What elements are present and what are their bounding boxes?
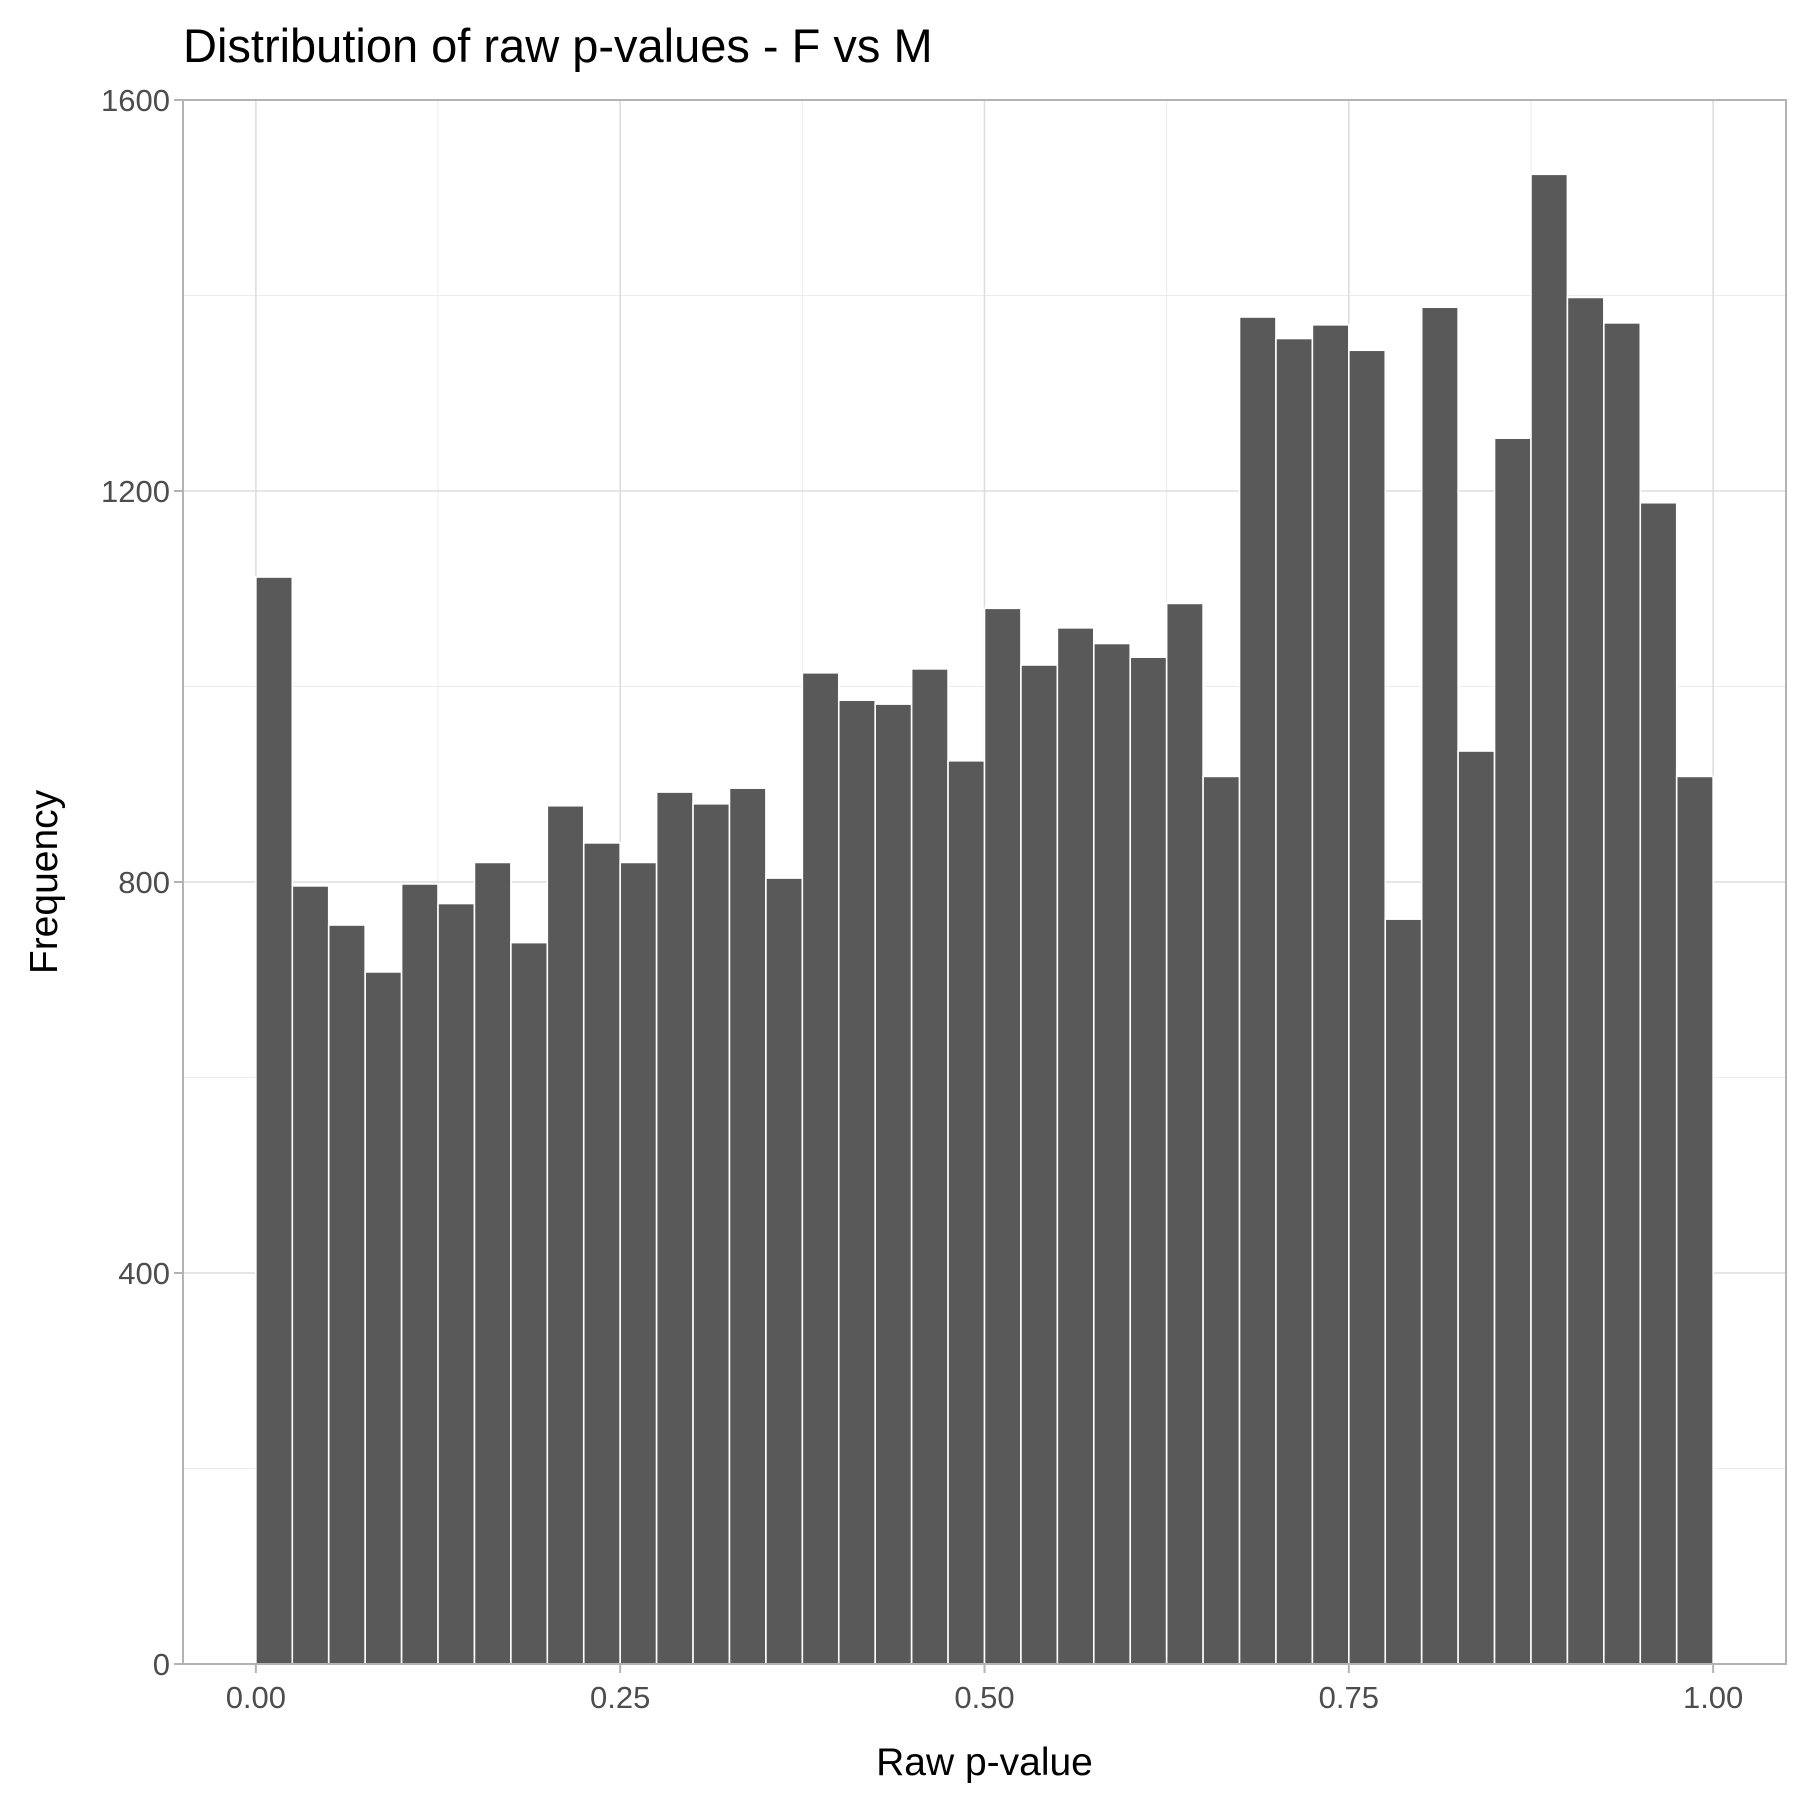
histogram-bar: [1238, 316, 1277, 1665]
histogram-bar: [910, 668, 949, 1665]
histogram-bar: [437, 902, 476, 1665]
y-tick-label: 1200: [101, 474, 170, 509]
histogram-bar: [1420, 306, 1459, 1665]
y-tick-label: 800: [118, 865, 170, 900]
x-tick-label: 0.75: [1319, 1680, 1379, 1715]
axis-ticks: 0 400 800 1200 1600 0.00 0.25 0.50 0.75 1.00: [101, 83, 1743, 1715]
histogram-bar: [400, 883, 439, 1665]
histogram-bar: [1202, 775, 1241, 1665]
y-tick-label: 0: [153, 1647, 170, 1682]
histogram-bar: [327, 924, 366, 1665]
x-axis-title: Raw p-value: [876, 1741, 1093, 1784]
histogram-bar: [1675, 775, 1714, 1665]
x-tick-label: 0.00: [226, 1680, 286, 1715]
histogram-bar: [546, 804, 585, 1665]
histogram-bar: [874, 703, 913, 1665]
histogram-bar: [619, 861, 658, 1665]
x-tick-label: 0.25: [590, 1680, 650, 1715]
histogram-bar: [1165, 602, 1204, 1665]
histogram-bar: [983, 607, 1022, 1665]
histogram-bar: [1639, 501, 1678, 1665]
y-axis-title: Frequency: [23, 789, 66, 974]
histogram-bar: [291, 885, 330, 1665]
histogram-bar: [728, 787, 767, 1665]
chart-title: Distribution of raw p-values - F vs M: [183, 19, 933, 72]
histogram-bar: [1311, 324, 1350, 1665]
histogram-bar: [1275, 337, 1314, 1665]
histogram-bar: [364, 971, 403, 1665]
histogram-bar: [1092, 642, 1132, 1665]
histogram-bar: [1603, 322, 1642, 1665]
histogram-bar: [1566, 296, 1605, 1665]
x-tick-label: 1.00: [1683, 1680, 1743, 1715]
histogram-bar: [510, 941, 549, 1665]
histogram-bar: [1129, 656, 1168, 1665]
histogram-bar: [1530, 173, 1569, 1665]
histogram-bar: [1457, 750, 1496, 1665]
histogram-bar: [473, 861, 512, 1665]
y-tick-label: 1600: [101, 83, 170, 118]
histogram-bar: [692, 802, 731, 1665]
histogram-bar: [765, 877, 804, 1665]
histogram-bar: [1493, 437, 1532, 1665]
histogram-bar: [1348, 349, 1387, 1665]
histogram-bar: [255, 576, 294, 1665]
histogram-bar: [947, 759, 986, 1665]
histogram-bar: [1384, 918, 1423, 1665]
histogram-bar: [582, 842, 621, 1665]
histogram-bar: [801, 672, 840, 1665]
y-tick-label: 400: [118, 1256, 170, 1291]
histogram-bar: [655, 791, 694, 1665]
x-tick-label: 0.50: [954, 1680, 1014, 1715]
histogram-bar: [1056, 627, 1095, 1665]
histogram-bar: [1020, 664, 1059, 1665]
histogram-bar: [837, 699, 877, 1665]
